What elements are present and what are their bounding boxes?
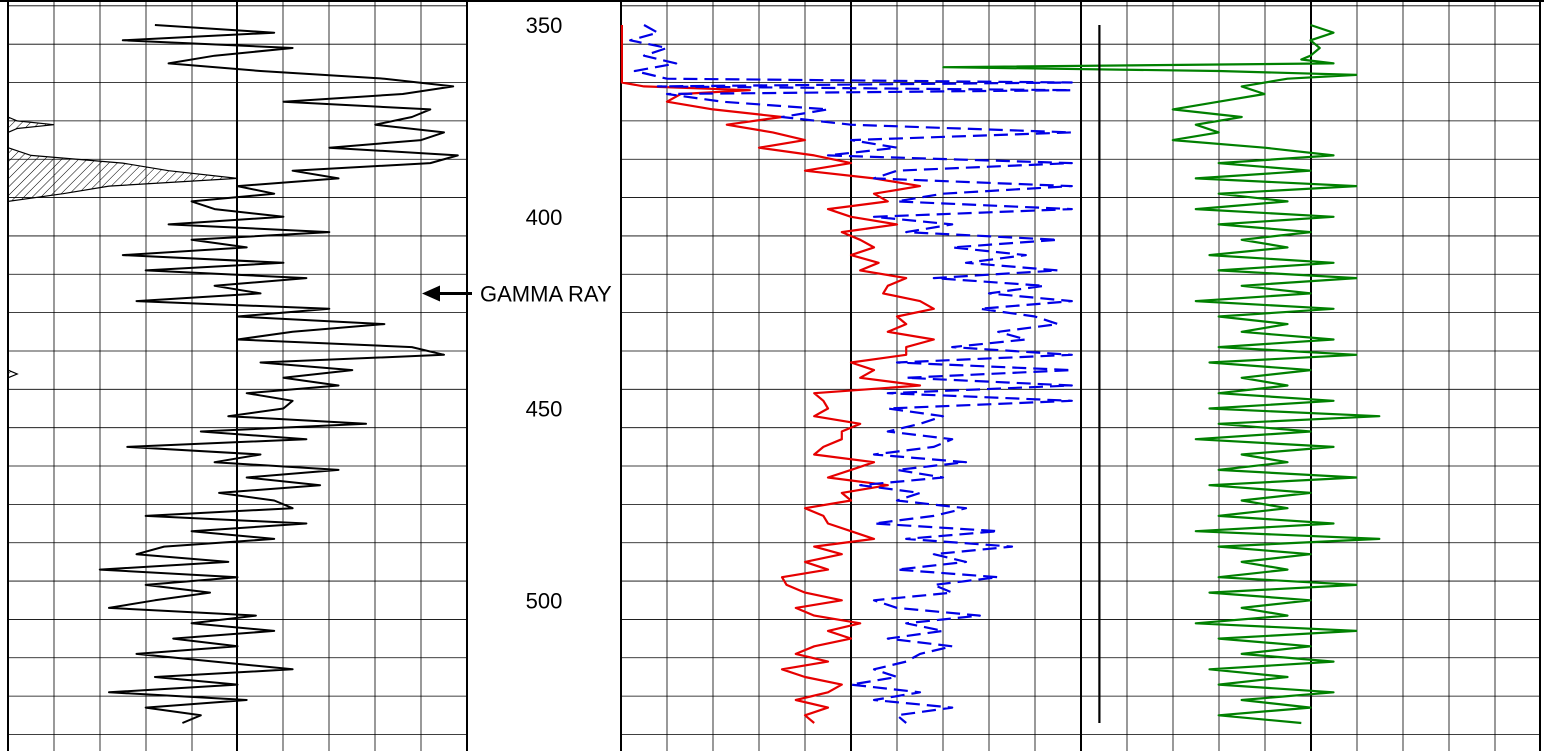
gamma-ray-annotation: GAMMA RAY [422,281,612,306]
hatched-curve [7,25,238,723]
depth-tick-label: 350 [526,13,563,38]
annotation-arrowhead [422,285,440,302]
green-curve [942,23,1381,725]
depth-tick-label: 400 [526,205,563,230]
depth-tick-label: 450 [526,397,563,422]
hatched-shading [7,25,238,723]
depth-tick-label: 500 [526,588,563,613]
curves [98,23,1381,725]
annotation-label: GAMMA RAY [480,281,612,306]
red-curve [620,25,935,724]
gamma-ray-curve [98,24,459,724]
blue-dashed-curve [629,24,1073,724]
depth-labels: 350 400 450 500 [526,13,563,613]
